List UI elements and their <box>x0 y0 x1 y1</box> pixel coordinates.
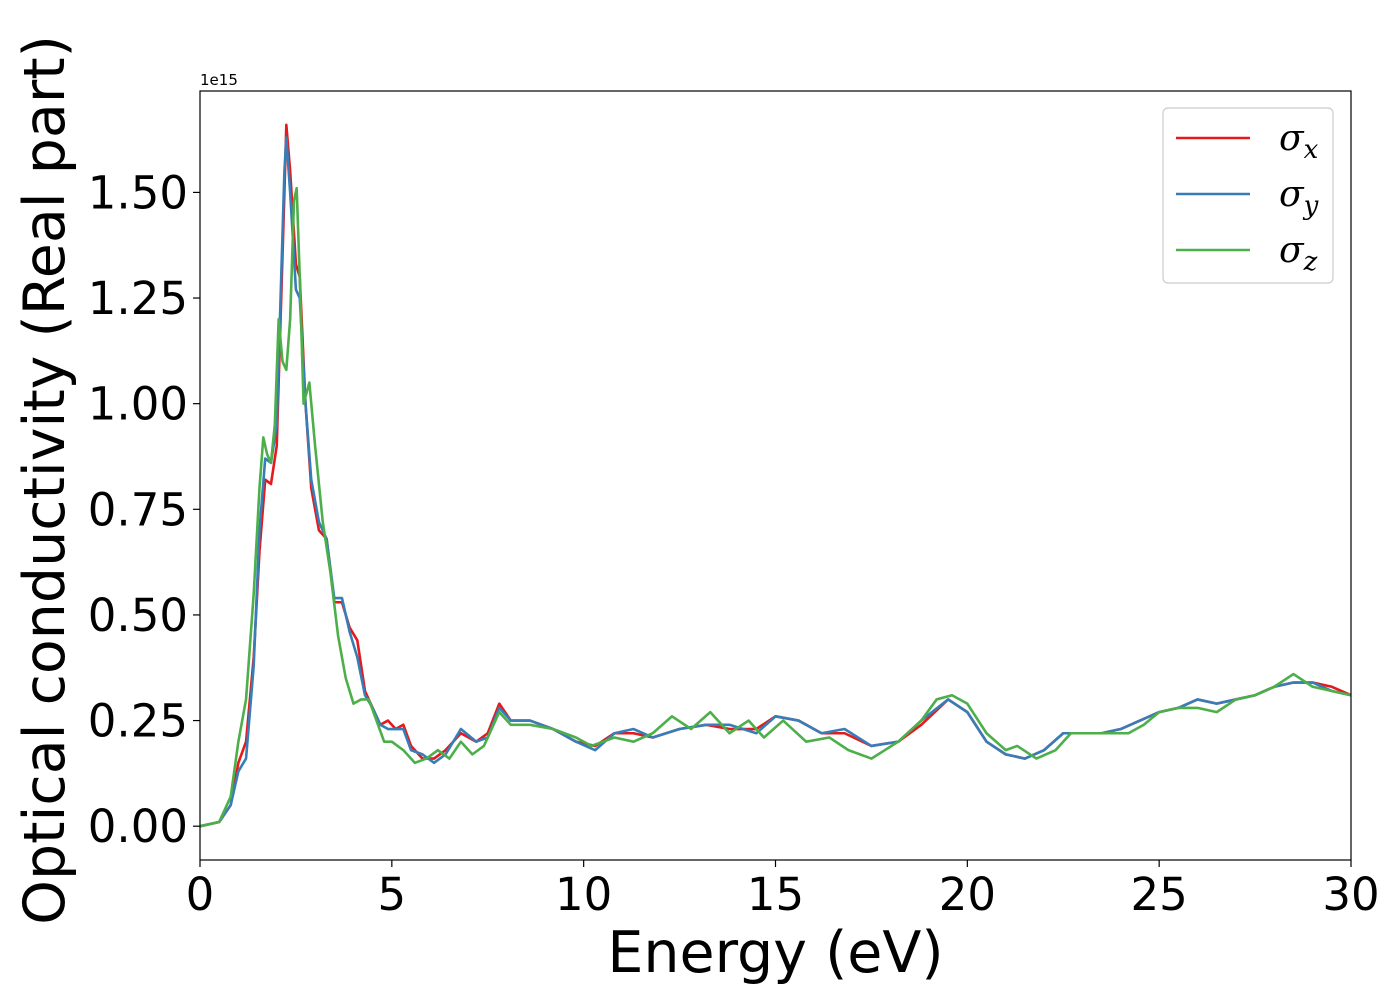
legend-label-x: σx <box>1279 118 1319 165</box>
y-tick-label: 0.50 <box>88 589 188 642</box>
y-tick-label: 0.25 <box>88 695 188 748</box>
x-tick-label: 15 <box>747 868 804 921</box>
y-offset-text: 1e15 <box>200 71 238 89</box>
series-layer <box>200 123 1351 828</box>
x-tick-label: 25 <box>1131 868 1188 921</box>
y-tick-label: 1.50 <box>88 166 188 219</box>
x-tick-label: 10 <box>555 868 612 921</box>
y-tick-label: 1.00 <box>88 378 188 431</box>
x-tick-label: 30 <box>1322 868 1379 921</box>
legend-label-y: σy <box>1279 174 1319 221</box>
x-tick-label: 5 <box>378 868 407 921</box>
legend: σx σy σz <box>1162 107 1334 284</box>
legend-box <box>1162 107 1334 284</box>
y-axis-label: Optical conductivity (Real part) <box>12 35 78 925</box>
series-line-z <box>200 186 1351 828</box>
x-axis-label: Energy (eV) <box>607 920 943 986</box>
legend-label-z: σz <box>1279 230 1318 277</box>
y-tick-label: 0.75 <box>88 483 188 536</box>
x-tick-label: 20 <box>939 868 996 921</box>
ticks-layer: 0 5 10 15 20 25 30 0.00 0.25 0.50 0.75 1.00 1.25 1.50 <box>88 166 1380 921</box>
y-tick-label: 0.00 <box>88 800 188 853</box>
y-tick-label: 1.25 <box>88 272 188 325</box>
x-tick-label: 0 <box>186 868 215 921</box>
